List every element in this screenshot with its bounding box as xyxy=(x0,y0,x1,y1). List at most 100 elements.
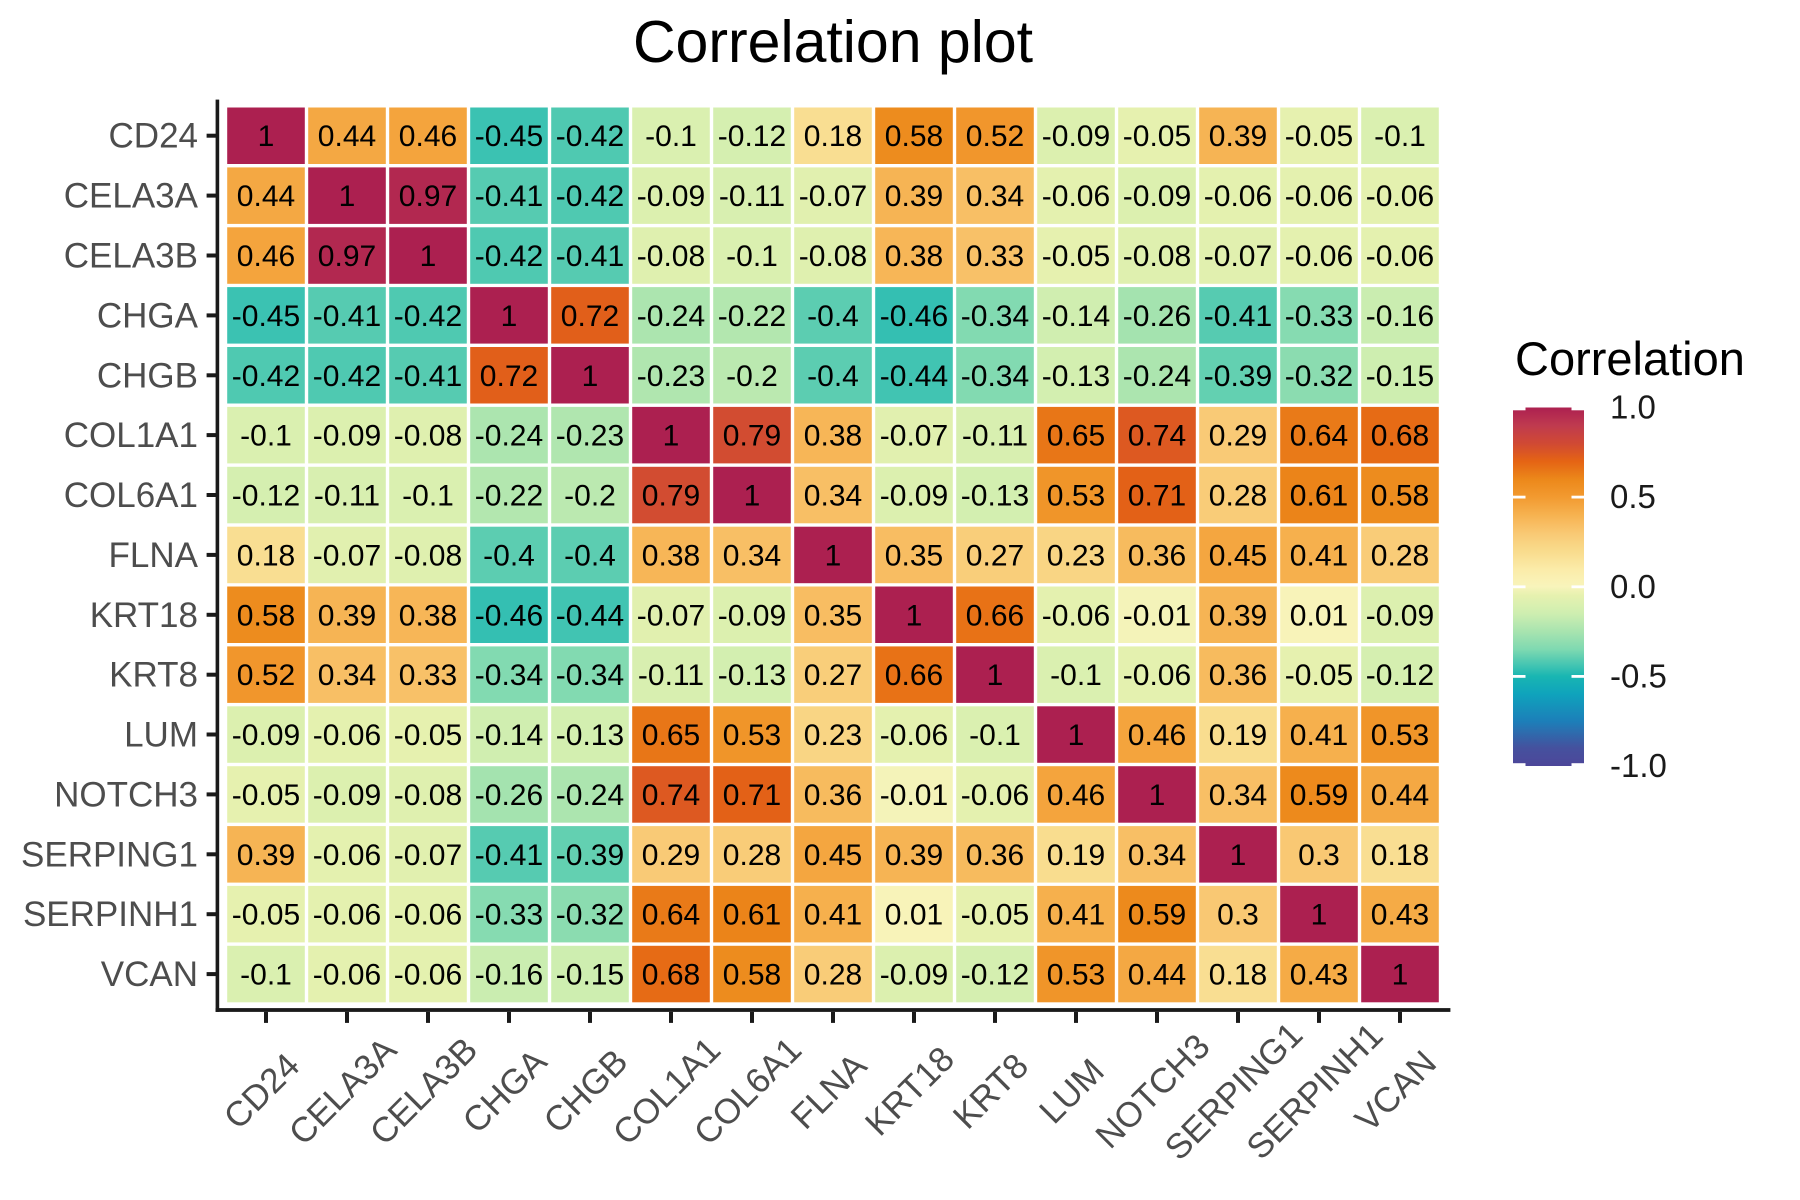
svg-text:NOTCH3: NOTCH3 xyxy=(54,775,198,814)
svg-text:LUM: LUM xyxy=(124,716,198,755)
svg-text:-0.4: -0.4 xyxy=(807,360,859,393)
svg-text:SERPINH1: SERPINH1 xyxy=(23,895,198,934)
svg-text:-0.1: -0.1 xyxy=(240,420,292,453)
svg-text:0.39: 0.39 xyxy=(237,839,295,872)
svg-text:0.45: 0.45 xyxy=(1209,539,1267,572)
svg-text:0.46: 0.46 xyxy=(399,120,457,153)
svg-text:-0.06: -0.06 xyxy=(313,719,381,752)
svg-text:0.28: 0.28 xyxy=(723,839,781,872)
svg-text:-0.24: -0.24 xyxy=(556,779,624,812)
svg-text:0.46: 0.46 xyxy=(1128,719,1186,752)
svg-text:0.53: 0.53 xyxy=(1047,959,1105,992)
svg-text:0.23: 0.23 xyxy=(804,719,862,752)
svg-text:-0.01: -0.01 xyxy=(1123,599,1191,632)
svg-text:1: 1 xyxy=(1068,719,1085,752)
svg-text:0.28: 0.28 xyxy=(1209,480,1267,513)
svg-text:0.34: 0.34 xyxy=(723,539,781,572)
svg-text:0.41: 0.41 xyxy=(1047,899,1105,932)
svg-text:0.38: 0.38 xyxy=(804,420,862,453)
svg-text:-0.41: -0.41 xyxy=(475,839,543,872)
svg-text:-0.41: -0.41 xyxy=(556,240,624,273)
svg-text:-0.4: -0.4 xyxy=(564,539,616,572)
svg-text:-1.0: -1.0 xyxy=(1610,747,1667,784)
svg-text:CHGA: CHGA xyxy=(97,296,199,335)
svg-text:KRT8: KRT8 xyxy=(109,656,198,695)
svg-text:-0.06: -0.06 xyxy=(1123,659,1191,692)
svg-text:0.79: 0.79 xyxy=(642,480,700,513)
svg-text:-0.42: -0.42 xyxy=(232,360,300,393)
svg-text:0.72: 0.72 xyxy=(480,360,538,393)
svg-text:-0.05: -0.05 xyxy=(232,779,300,812)
svg-text:-0.11: -0.11 xyxy=(962,420,1028,453)
svg-text:-0.26: -0.26 xyxy=(1123,300,1191,333)
svg-text:0.44: 0.44 xyxy=(1128,959,1186,992)
svg-text:0.39: 0.39 xyxy=(318,599,376,632)
svg-text:1: 1 xyxy=(987,659,1004,692)
svg-text:-0.15: -0.15 xyxy=(556,959,624,992)
svg-text:0.36: 0.36 xyxy=(804,779,862,812)
svg-text:0.28: 0.28 xyxy=(804,959,862,992)
svg-text:0.39: 0.39 xyxy=(1209,120,1267,153)
svg-text:-0.07: -0.07 xyxy=(637,599,705,632)
svg-text:-0.41: -0.41 xyxy=(394,360,462,393)
svg-text:1: 1 xyxy=(663,420,680,453)
svg-text:0.39: 0.39 xyxy=(1209,599,1267,632)
svg-text:-0.11: -0.11 xyxy=(314,480,380,513)
svg-text:0.58: 0.58 xyxy=(885,120,943,153)
svg-text:-0.05: -0.05 xyxy=(1123,120,1191,153)
svg-text:1: 1 xyxy=(825,539,842,572)
svg-text:-0.34: -0.34 xyxy=(475,659,543,692)
svg-text:0.71: 0.71 xyxy=(1128,480,1186,513)
svg-text:-0.42: -0.42 xyxy=(475,240,543,273)
svg-text:-0.08: -0.08 xyxy=(799,240,867,273)
svg-text:1: 1 xyxy=(501,300,518,333)
svg-text:-0.09: -0.09 xyxy=(1123,180,1191,213)
svg-text:-0.42: -0.42 xyxy=(556,180,624,213)
svg-text:0.36: 0.36 xyxy=(1128,539,1186,572)
svg-text:-0.1: -0.1 xyxy=(1050,659,1102,692)
svg-text:COL1A1: COL1A1 xyxy=(64,416,198,455)
svg-text:1: 1 xyxy=(258,120,275,153)
svg-text:-0.07: -0.07 xyxy=(1204,240,1272,273)
svg-text:0.68: 0.68 xyxy=(642,959,700,992)
svg-text:-0.1: -0.1 xyxy=(1374,120,1426,153)
svg-text:-0.06: -0.06 xyxy=(313,839,381,872)
svg-text:0.41: 0.41 xyxy=(1290,719,1348,752)
svg-text:-0.06: -0.06 xyxy=(1042,599,1110,632)
svg-text:0.23: 0.23 xyxy=(1047,539,1105,572)
svg-text:-0.06: -0.06 xyxy=(394,959,462,992)
svg-text:-0.07: -0.07 xyxy=(394,839,462,872)
svg-text:0.58: 0.58 xyxy=(1371,480,1429,513)
svg-text:0.79: 0.79 xyxy=(723,420,781,453)
svg-text:-0.42: -0.42 xyxy=(313,360,381,393)
svg-text:-0.46: -0.46 xyxy=(475,599,543,632)
svg-text:-0.46: -0.46 xyxy=(880,300,948,333)
svg-text:-0.23: -0.23 xyxy=(637,360,705,393)
svg-text:0.3: 0.3 xyxy=(1217,899,1259,932)
svg-text:0.97: 0.97 xyxy=(399,180,457,213)
svg-text:-0.09: -0.09 xyxy=(313,779,381,812)
svg-text:-0.05: -0.05 xyxy=(961,899,1029,932)
svg-text:0.64: 0.64 xyxy=(1290,420,1348,453)
svg-text:-0.06: -0.06 xyxy=(1366,240,1434,273)
svg-text:-0.06: -0.06 xyxy=(1042,180,1110,213)
svg-text:-0.4: -0.4 xyxy=(807,300,859,333)
svg-text:0.65: 0.65 xyxy=(642,719,700,752)
svg-text:CELA3A: CELA3A xyxy=(64,177,199,216)
svg-text:-0.08: -0.08 xyxy=(394,539,462,572)
svg-text:0.72: 0.72 xyxy=(561,300,619,333)
svg-text:0.35: 0.35 xyxy=(885,539,943,572)
svg-text:0.66: 0.66 xyxy=(966,599,1024,632)
svg-text:-0.07: -0.07 xyxy=(799,180,867,213)
svg-text:0.45: 0.45 xyxy=(804,839,862,872)
svg-text:0.19: 0.19 xyxy=(1209,719,1267,752)
svg-text:1: 1 xyxy=(1311,899,1328,932)
svg-text:-0.13: -0.13 xyxy=(961,480,1029,513)
svg-text:0.58: 0.58 xyxy=(237,599,295,632)
svg-text:0.3: 0.3 xyxy=(1298,839,1340,872)
svg-text:FLNA: FLNA xyxy=(109,536,199,575)
svg-text:-0.32: -0.32 xyxy=(556,899,624,932)
svg-text:0.36: 0.36 xyxy=(1209,659,1267,692)
svg-text:0.38: 0.38 xyxy=(642,539,700,572)
svg-text:-0.33: -0.33 xyxy=(1285,300,1353,333)
